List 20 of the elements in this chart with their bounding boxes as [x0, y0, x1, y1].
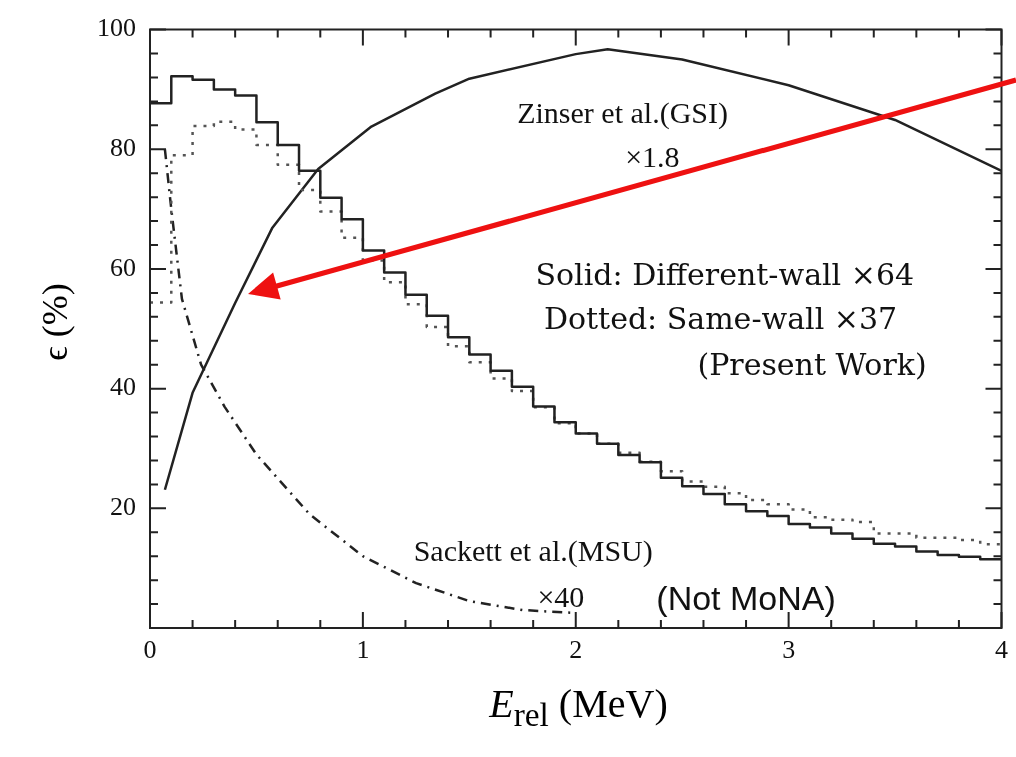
y-axis-title: ϵ (%) [34, 283, 76, 361]
annotation: Zinser et al.(GSI) [517, 96, 728, 131]
y-tick-label: 40 [110, 372, 136, 402]
x-tick-label: 1 [356, 635, 370, 665]
annotation: (Present Work) [697, 346, 927, 382]
x-tick-label: 4 [995, 635, 1008, 665]
x-axis-title: E$_{rel}$ (MeV) [488, 680, 669, 734]
annotation: ×40 [537, 579, 585, 613]
y-tick-label: 80 [110, 133, 136, 163]
x-tick-label: 3 [782, 635, 796, 665]
annotation: Dotted: Same-wall ×37 [543, 300, 898, 336]
y-tick-label: 100 [97, 13, 136, 43]
annotation: Solid: Different-wall ×64 [535, 256, 915, 292]
annotation: Sackett et al.(MSU) [413, 534, 653, 569]
y-tick-label: 60 [110, 252, 136, 282]
x-tick-label: 0 [143, 635, 157, 665]
annotation: ×1.8 [625, 139, 680, 173]
y-tick-label: 20 [110, 492, 136, 522]
x-tick-label: 2 [569, 635, 583, 665]
annotation: (Not MoNA) [656, 578, 836, 617]
